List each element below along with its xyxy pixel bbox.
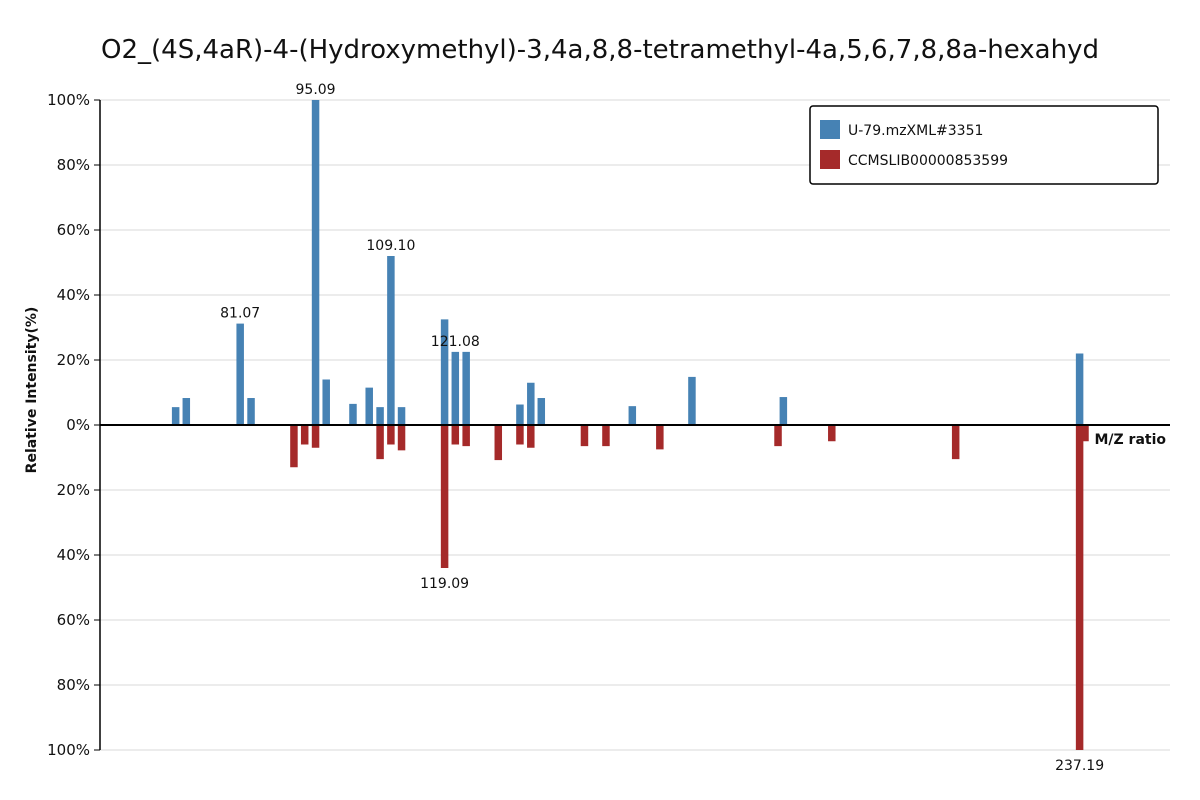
bar-query-peak <box>440 319 449 426</box>
y-ticks: 0% 20% 40% 60% 80% 100% 20% 40% 60% 80% 100% <box>47 91 100 759</box>
bar-query-peak <box>349 403 357 426</box>
y-axis-label: Relative Intensity(%) <box>24 307 40 474</box>
bar-library-peak <box>951 425 960 460</box>
axes <box>99 100 1170 750</box>
bar-library-peak <box>580 425 589 447</box>
y-tick-label: 60% <box>57 221 90 239</box>
y-tick-label: 80% <box>57 156 90 174</box>
legend-box <box>809 105 1159 185</box>
y-tick-label: 40% <box>57 286 90 304</box>
bar-query-peak <box>387 256 395 425</box>
bar-library-peak <box>527 425 535 448</box>
peak-label: 237.19 <box>1055 758 1104 774</box>
bar-library-peak <box>516 425 524 445</box>
y-tick-label: 0% <box>66 416 90 434</box>
chart-title: O2_(4S,4aR)-4-(Hydroxymethyl)-3,4a,8,8-t… <box>101 35 1099 65</box>
bar-query-peak <box>779 397 788 425</box>
legend-swatch-bottom <box>820 150 840 169</box>
bar-library-peak <box>311 425 320 448</box>
peak-label: 121.08 <box>431 334 480 350</box>
bar-query-peak <box>311 100 320 425</box>
peak-label: 119.09 <box>420 576 469 592</box>
bar-library-peak <box>376 425 384 460</box>
bar-library-peak <box>656 425 664 450</box>
bar-query-peak <box>322 379 330 425</box>
bar-library-peak <box>494 425 503 461</box>
x-axis-label: M/Z ratio <box>1094 432 1166 448</box>
bar-query-peak <box>376 407 384 426</box>
grid-lines <box>100 99 1170 751</box>
y-tick-label: 40% <box>57 546 90 564</box>
bar-library-peak <box>602 425 610 447</box>
bar-library-peak <box>440 425 449 568</box>
bar-query-peak <box>397 407 406 426</box>
y-tick-label: 100% <box>47 741 90 759</box>
bar-library-peak <box>828 425 836 442</box>
bar-query-peak <box>516 404 524 425</box>
bar-library-peak <box>1075 425 1084 750</box>
bar-query-peak <box>628 406 637 425</box>
bar-library-peak <box>300 425 309 445</box>
legend-label-bottom: CCMSLIB00000853599 <box>848 153 1008 169</box>
y-tick-label: 20% <box>57 481 90 499</box>
bar-query-peak <box>451 351 460 426</box>
y-tick-label: 80% <box>57 676 90 694</box>
y-tick-label: 60% <box>57 611 90 629</box>
bar-query-peak <box>1075 353 1084 425</box>
bar-query-peak <box>527 382 535 425</box>
y-tick-label: 100% <box>47 91 90 109</box>
bar-library-peak <box>462 425 470 447</box>
bar-library-peak <box>397 425 406 451</box>
bar-query-peak <box>688 376 696 425</box>
bar-library-peak <box>451 425 460 445</box>
legend-swatch-top <box>820 120 840 139</box>
peak-labels: 81.07 95.09 109.10 121.08 119.09 237.19 <box>220 82 1104 774</box>
bar-library-peak <box>1081 425 1089 442</box>
bar-query-peak <box>247 398 255 425</box>
bar-library-peak <box>774 425 782 447</box>
bar-query-peak <box>236 323 244 425</box>
legend: U-79.mzXML#3351 CCMSLIB00000853599 <box>809 105 1159 185</box>
bar-query-peak <box>182 398 191 425</box>
bars <box>171 100 1089 750</box>
bar-query-peak <box>462 351 470 426</box>
legend-label-top: U-79.mzXML#3351 <box>848 123 983 139</box>
bar-query-peak <box>537 398 546 425</box>
bar-query-peak <box>365 387 373 426</box>
peak-label: 109.10 <box>366 238 415 254</box>
peak-label: 81.07 <box>220 306 260 322</box>
y-tick-label: 20% <box>57 351 90 369</box>
peak-label: 95.09 <box>296 82 336 98</box>
bar-library-peak <box>387 425 395 445</box>
bar-query-peak <box>171 407 180 426</box>
bar-library-peak <box>290 425 298 468</box>
